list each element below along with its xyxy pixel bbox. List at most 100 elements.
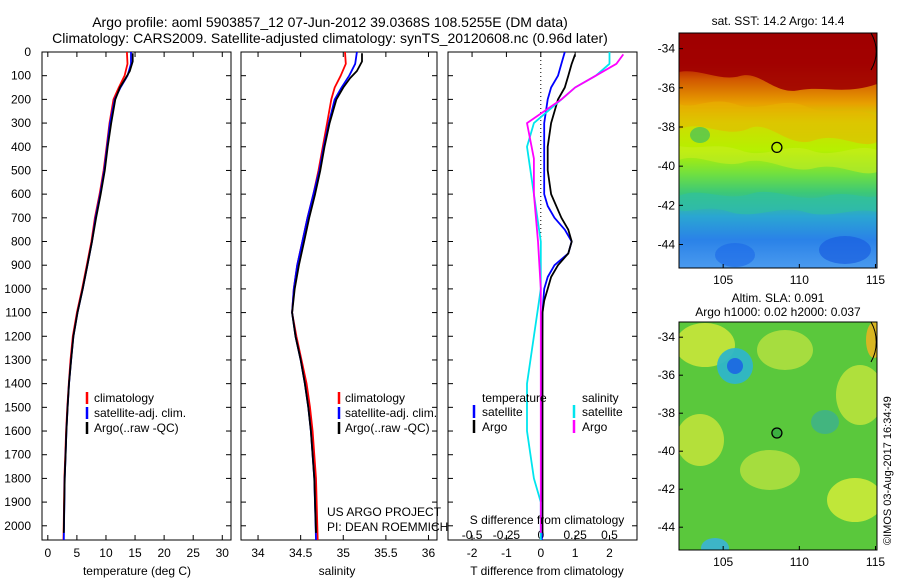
salinity-panel: 34 34.5 35 35.5 36 salinity climatology sate… (240, 51, 448, 578)
legend-label-t-satellite: satellite (482, 405, 523, 419)
sla-map-frame (678, 321, 878, 551)
legend-label-satellite: satellite-adj. clim. (94, 406, 186, 420)
depth-tick-label: 2000 (4, 519, 31, 533)
lat-tick-label: -44 (658, 520, 676, 534)
depth-tick-label: 1300 (4, 353, 31, 367)
sst-orange-band (679, 101, 877, 145)
difference-depth-ticks (448, 51, 637, 527)
sla-map-title-line2: Argo h1000: 0.02 h2000: 0.037 (695, 305, 861, 319)
legend-title-temperature: temperature (482, 391, 547, 405)
x-tick-label: 0 (44, 546, 51, 560)
temperature-legend: climatology satellite-adj. clim. Argo(..… (85, 391, 186, 435)
lat-tick-label: -40 (658, 444, 676, 458)
depth-tick-label: 300 (11, 116, 31, 130)
imos-watermark: ©IMOS 03-Aug-2017 16:34:49 (882, 396, 894, 545)
lon-tick-label: 115 (866, 555, 885, 569)
sst-teal-band (679, 191, 877, 215)
project-annotation-line2: PI: DEAN ROEMMICH (327, 520, 448, 534)
depth-tick-label: 100 (11, 69, 31, 83)
lat-tick-label: -38 (658, 120, 676, 134)
s-tick-label: -0.5 (462, 528, 483, 542)
sst-cold-patch (819, 236, 871, 264)
legend-label-t-argo: Argo (482, 420, 508, 434)
x-tick-label: 10 (99, 546, 113, 560)
difference-legend: temperature satellite Argo salinity sate… (472, 391, 623, 434)
depth-tick-label: 800 (11, 235, 31, 249)
salinity-axes-frame (240, 51, 438, 541)
depth-tick-label: 200 (11, 92, 31, 106)
figure-title-line1: Argo profile: aoml 5903857_12 07-Jun-201… (92, 14, 568, 30)
depth-tick-label: 1100 (5, 306, 31, 320)
x-tick-label: 20 (157, 546, 171, 560)
sla-map-panel: Altim. SLA: 0.091 Argo h1000: 0.02 h2000… (658, 291, 886, 569)
sst-map-panel: sat. SST: 14.2 Argo: 14.4 -34 -36 -38 -40 -4… (658, 14, 886, 287)
salinity-depth-ticks (241, 51, 437, 527)
series-line-argo-raw-qc- (291, 53, 363, 533)
sla-low-patch (701, 538, 729, 550)
sst-map-lon-ticks: 105 110 115 (713, 264, 885, 287)
series-line-temperature-argo (541, 54, 576, 533)
s-tick-label: 0.5 (601, 528, 618, 542)
x-tick-label: 0 (537, 546, 544, 560)
lat-tick-label: -34 (658, 330, 676, 344)
temperature-panel: 0 5 10 15 20 25 30 temperature (deg C) climato… (41, 51, 232, 578)
legend-label-s-satellite: satellite (582, 405, 623, 419)
legend-label-satellite: satellite-adj. clim. (345, 406, 437, 420)
sla-map-lat-ticks: -34 -36 -38 -40 -42 -44 (658, 330, 683, 534)
depth-tick-label: 1800 (4, 471, 31, 485)
salinity-legend: climatology satellite-adj. clim. Argo(..… (337, 391, 437, 435)
depth-tick-label: 1000 (4, 282, 31, 296)
lon-tick-label: 110 (790, 273, 809, 287)
lat-tick-label: -42 (658, 198, 676, 212)
lat-tick-label: -34 (658, 42, 676, 56)
lon-tick-label: 110 (790, 555, 809, 569)
sla-high-patch (836, 365, 877, 425)
sst-cold-patch (715, 243, 755, 267)
depth-axis-labels: 0 100 200 300 400 500 600 700 800 900 1000 1100 1200… (4, 45, 31, 533)
sla-low-eddy-core (727, 358, 743, 374)
x-tick-label: -1 (501, 546, 512, 560)
depth-tick-label: 900 (11, 258, 31, 272)
depth-tick-label: 700 (11, 211, 31, 225)
temperature-xlabel: temperature (deg C) (83, 564, 191, 578)
temperature-depth-ticks (42, 51, 231, 527)
x-tick-label: 34.5 (289, 546, 313, 560)
sla-map-title-line1: Altim. SLA: 0.091 (732, 291, 825, 305)
lat-tick-label: -36 (658, 81, 676, 95)
depth-tick-label: 1200 (4, 329, 31, 343)
difference-xlabel-s: S difference from climatology (470, 513, 625, 527)
legend-label-argo: Argo(..raw -QC) (94, 421, 179, 435)
sla-high-patch (679, 414, 724, 466)
x-tick-label: 15 (128, 546, 142, 560)
argo-location-marker (771, 427, 783, 439)
argo-location-marker (771, 141, 783, 154)
salinity-series (291, 52, 363, 540)
sla-map-lon-ticks: 105 110 115 (713, 546, 885, 569)
figure-title-line2: Climatology: CARS2009. Satellite-adjuste… (52, 30, 608, 46)
legend-label-argo: Argo(..raw -QC) (345, 421, 430, 435)
difference-xlabel-t: T difference from climatology (470, 564, 624, 578)
legend-label-climatology: climatology (345, 391, 405, 405)
lon-tick-label: 105 (713, 555, 733, 569)
x-tick-label: 25 (187, 546, 201, 560)
lon-tick-label: 115 (866, 273, 885, 287)
temperature-axes-frame (41, 51, 232, 541)
lat-tick-label: -44 (658, 238, 676, 252)
x-tick-label: 5 (74, 546, 81, 560)
lat-tick-label: -42 (658, 482, 676, 496)
coastline (870, 322, 877, 363)
depth-tick-label: 1400 (4, 377, 31, 391)
x-tick-label: 2 (606, 546, 613, 560)
difference-series (526, 52, 625, 540)
sst-green-patch (690, 127, 710, 143)
lat-tick-label: -38 (658, 406, 676, 420)
sst-yellow-band (679, 146, 877, 174)
temperature-series (62, 52, 134, 540)
s-tick-label: 0.25 (563, 528, 587, 542)
depth-tick-label: 500 (11, 163, 31, 177)
depth-tick-label: 400 (11, 140, 31, 154)
x-tick-label: -2 (467, 546, 478, 560)
x-tick-label: 35.5 (374, 546, 398, 560)
